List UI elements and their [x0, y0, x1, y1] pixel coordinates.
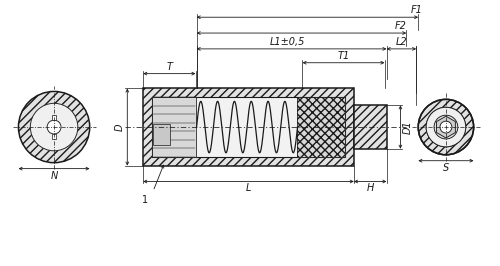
Bar — [298, 97, 345, 157]
Circle shape — [47, 120, 61, 134]
Text: L1±0,5: L1±0,5 — [270, 37, 306, 47]
Bar — [152, 97, 345, 157]
Circle shape — [440, 121, 452, 133]
Bar — [143, 89, 354, 166]
Circle shape — [418, 99, 474, 155]
Text: F1: F1 — [410, 5, 422, 15]
Circle shape — [30, 103, 78, 151]
Bar — [143, 89, 354, 166]
Circle shape — [434, 115, 458, 139]
Bar — [152, 97, 196, 157]
Text: T: T — [166, 62, 172, 72]
Text: D1: D1 — [402, 120, 412, 134]
Bar — [354, 105, 386, 149]
Text: N: N — [50, 171, 58, 181]
Bar — [52, 134, 56, 139]
Bar — [153, 124, 170, 145]
Text: L: L — [246, 184, 251, 193]
Text: D: D — [114, 123, 124, 131]
Text: H: H — [366, 184, 374, 193]
Text: L2: L2 — [396, 37, 407, 47]
Circle shape — [18, 92, 90, 163]
Text: 1: 1 — [142, 195, 148, 205]
Text: S: S — [443, 163, 449, 173]
Text: F2: F2 — [394, 21, 406, 31]
Bar — [298, 97, 345, 157]
Polygon shape — [436, 116, 456, 138]
Bar — [354, 105, 386, 149]
Bar — [52, 115, 56, 120]
Circle shape — [426, 107, 466, 147]
Text: T1: T1 — [338, 51, 349, 61]
